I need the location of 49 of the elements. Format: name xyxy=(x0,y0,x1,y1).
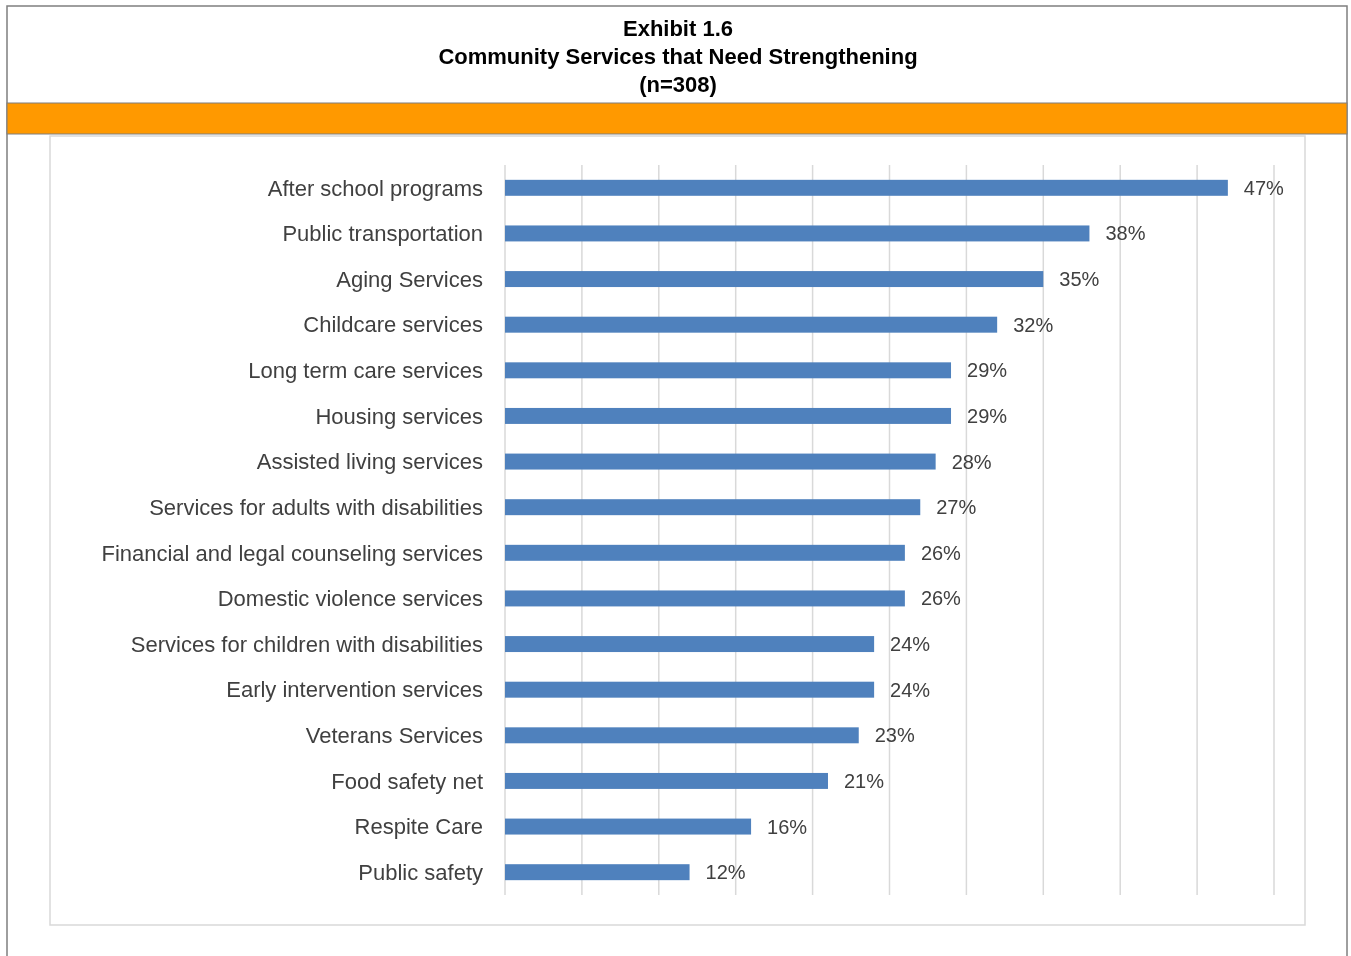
bar xyxy=(505,362,952,379)
y-tick-label: Childcare services xyxy=(303,312,483,338)
y-tick-label: Services for children with disabilities xyxy=(130,631,483,657)
bar xyxy=(505,772,828,789)
y-tick-label: Veterans Services xyxy=(305,723,483,749)
data-label: 16% xyxy=(767,815,808,838)
bar xyxy=(505,681,875,698)
data-label: 28% xyxy=(951,450,992,473)
data-label: 26% xyxy=(920,587,962,610)
bar xyxy=(505,499,921,516)
data-label: 23% xyxy=(874,724,915,747)
bar xyxy=(505,636,875,653)
y-tick-label: Housing services xyxy=(315,403,483,429)
data-label: 24% xyxy=(890,678,931,701)
bar xyxy=(505,453,936,470)
y-tick-label: Public safety xyxy=(358,859,483,885)
y-tick-label: Aging Services xyxy=(336,266,483,292)
bar xyxy=(505,179,1228,196)
bar xyxy=(505,271,1044,288)
y-tick-label: Financial and legal counseling services xyxy=(101,540,483,566)
bar xyxy=(505,225,1090,242)
y-tick-label: Services for adults with disabilities xyxy=(149,494,483,520)
data-label: 21% xyxy=(843,769,885,792)
data-label: 35% xyxy=(1059,268,1100,291)
data-label: 29% xyxy=(967,359,1008,382)
bar xyxy=(505,407,952,424)
data-label: 38% xyxy=(1105,222,1146,245)
y-tick-label: Domestic violence services xyxy=(217,586,483,612)
y-tick-label: Early intervention services xyxy=(226,677,483,703)
data-label: 32% xyxy=(1013,313,1054,336)
bar xyxy=(505,727,859,744)
bar xyxy=(505,544,905,561)
bar xyxy=(505,316,998,333)
bar xyxy=(505,590,905,607)
bar xyxy=(505,864,690,881)
y-tick-label: Respite Care xyxy=(354,814,483,840)
data-label: 12% xyxy=(705,861,746,884)
y-tick-label: Assisted living services xyxy=(256,449,483,475)
bar xyxy=(505,818,752,835)
data-label: 24% xyxy=(890,633,931,656)
y-tick-label: Long term care services xyxy=(248,358,483,384)
data-label: 47% xyxy=(1243,176,1285,199)
y-tick-label: Public transportation xyxy=(282,221,483,247)
data-label: 26% xyxy=(920,541,962,564)
chart-title: Exhibit 1.6 Community Services that Need Strengthening (n=308) xyxy=(438,16,918,97)
y-tick-label: Food safety net xyxy=(331,768,483,794)
y-tick-label: After school programs xyxy=(267,175,483,201)
data-label: 27% xyxy=(936,496,977,519)
data-label: 29% xyxy=(967,404,1008,427)
